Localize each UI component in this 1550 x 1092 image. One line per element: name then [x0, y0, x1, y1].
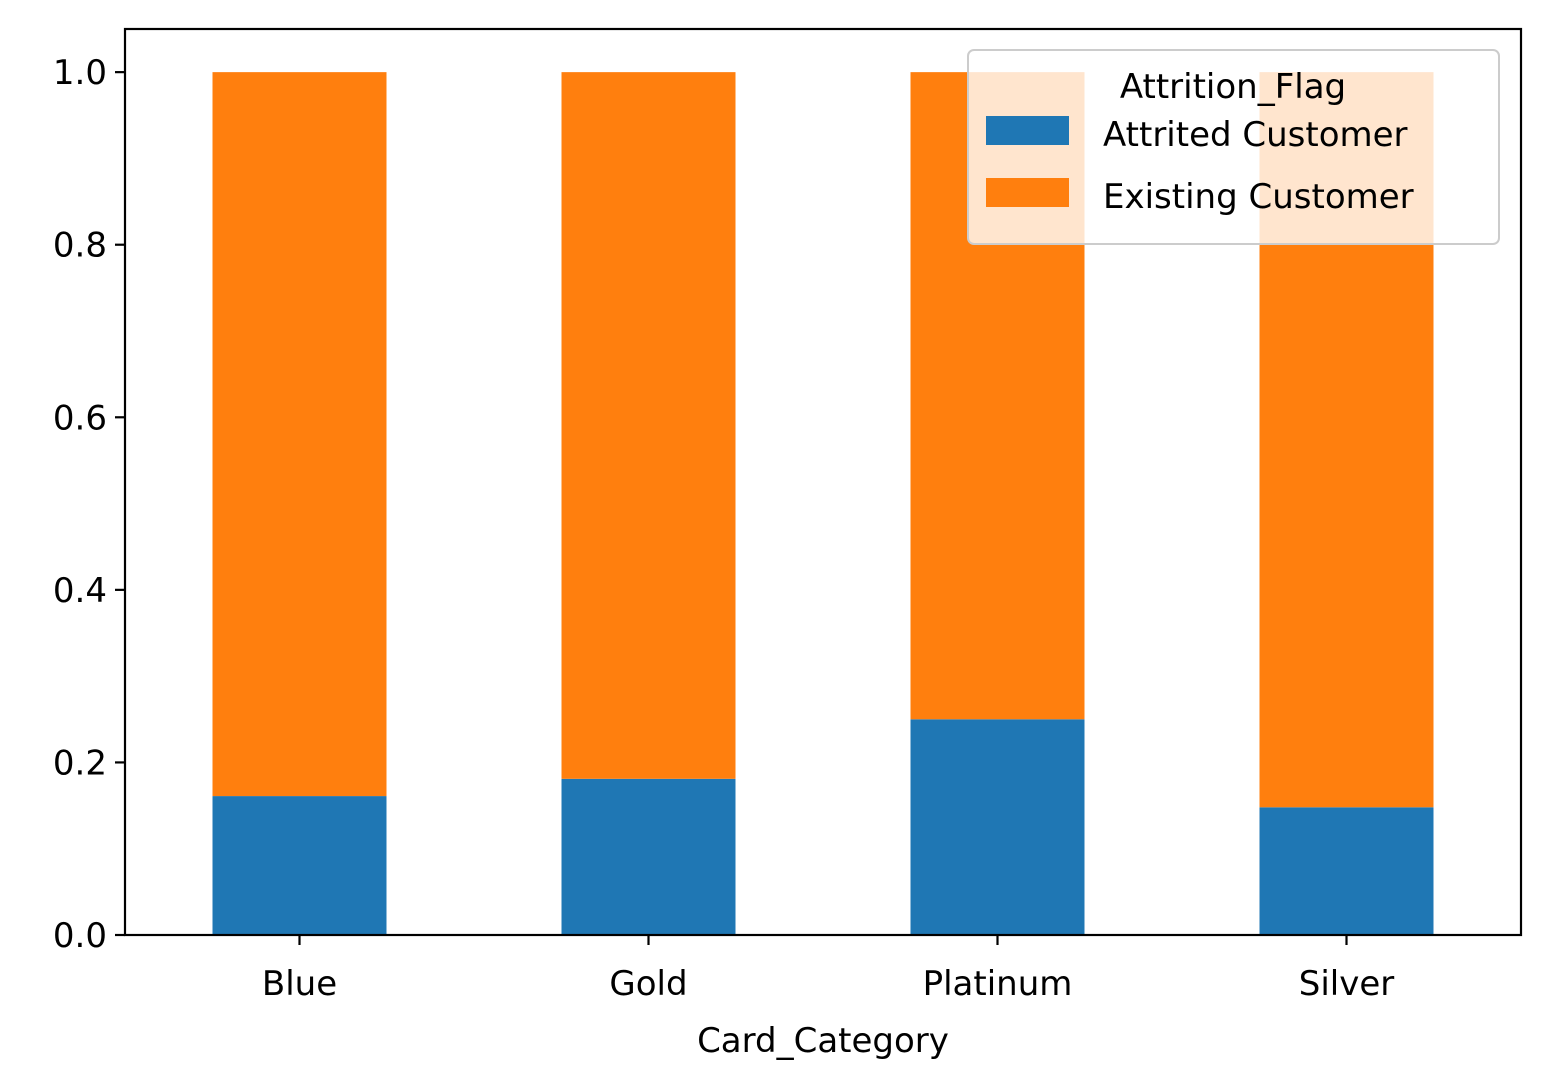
y-tick-label: 0.2 — [53, 743, 107, 783]
legend-swatch-attrited-customer — [986, 116, 1069, 145]
x-tick-label-gold: Gold — [609, 964, 687, 1004]
legend-title: Attrition_Flag — [1120, 67, 1346, 107]
x-axis: Blue Gold Platinum Silver — [262, 935, 1394, 1004]
y-tick-label: 1.0 — [53, 53, 107, 93]
bar-platinum-attrited-customer — [910, 719, 1085, 935]
bar-blue-attrited-customer — [212, 796, 387, 935]
bar-gold-attrited-customer — [561, 778, 736, 935]
y-tick-label: 0.6 — [53, 398, 107, 438]
x-tick-label-platinum: Platinum — [923, 964, 1073, 1004]
legend-swatch-existing-customer — [986, 178, 1069, 207]
legend-label-existing-customer: Existing Customer — [1103, 177, 1414, 217]
legend-label-attrited-customer: Attrited Customer — [1103, 115, 1408, 155]
y-tick-label: 0.0 — [53, 916, 107, 956]
plot-frame — [123, 27, 1523, 937]
bar-silver-attrited-customer — [1259, 807, 1434, 935]
x-tick-label-blue: Blue — [262, 964, 337, 1004]
legend: Attrition_Flag Attrited Customer Existing… — [967, 49, 1500, 245]
x-tick-label-silver: Silver — [1299, 964, 1395, 1004]
bar-gold-existing-customer — [561, 72, 736, 779]
bars-group — [212, 72, 1434, 935]
bar-blue-existing-customer — [212, 72, 387, 797]
y-tick-label: 0.4 — [53, 571, 107, 611]
y-axis: 0.0 0.2 0.4 0.6 0.8 1.0 — [53, 53, 125, 956]
legend-frame — [967, 49, 1500, 245]
y-tick-label: 0.8 — [53, 226, 107, 266]
x-axis-label: Card_Category — [697, 1021, 949, 1061]
